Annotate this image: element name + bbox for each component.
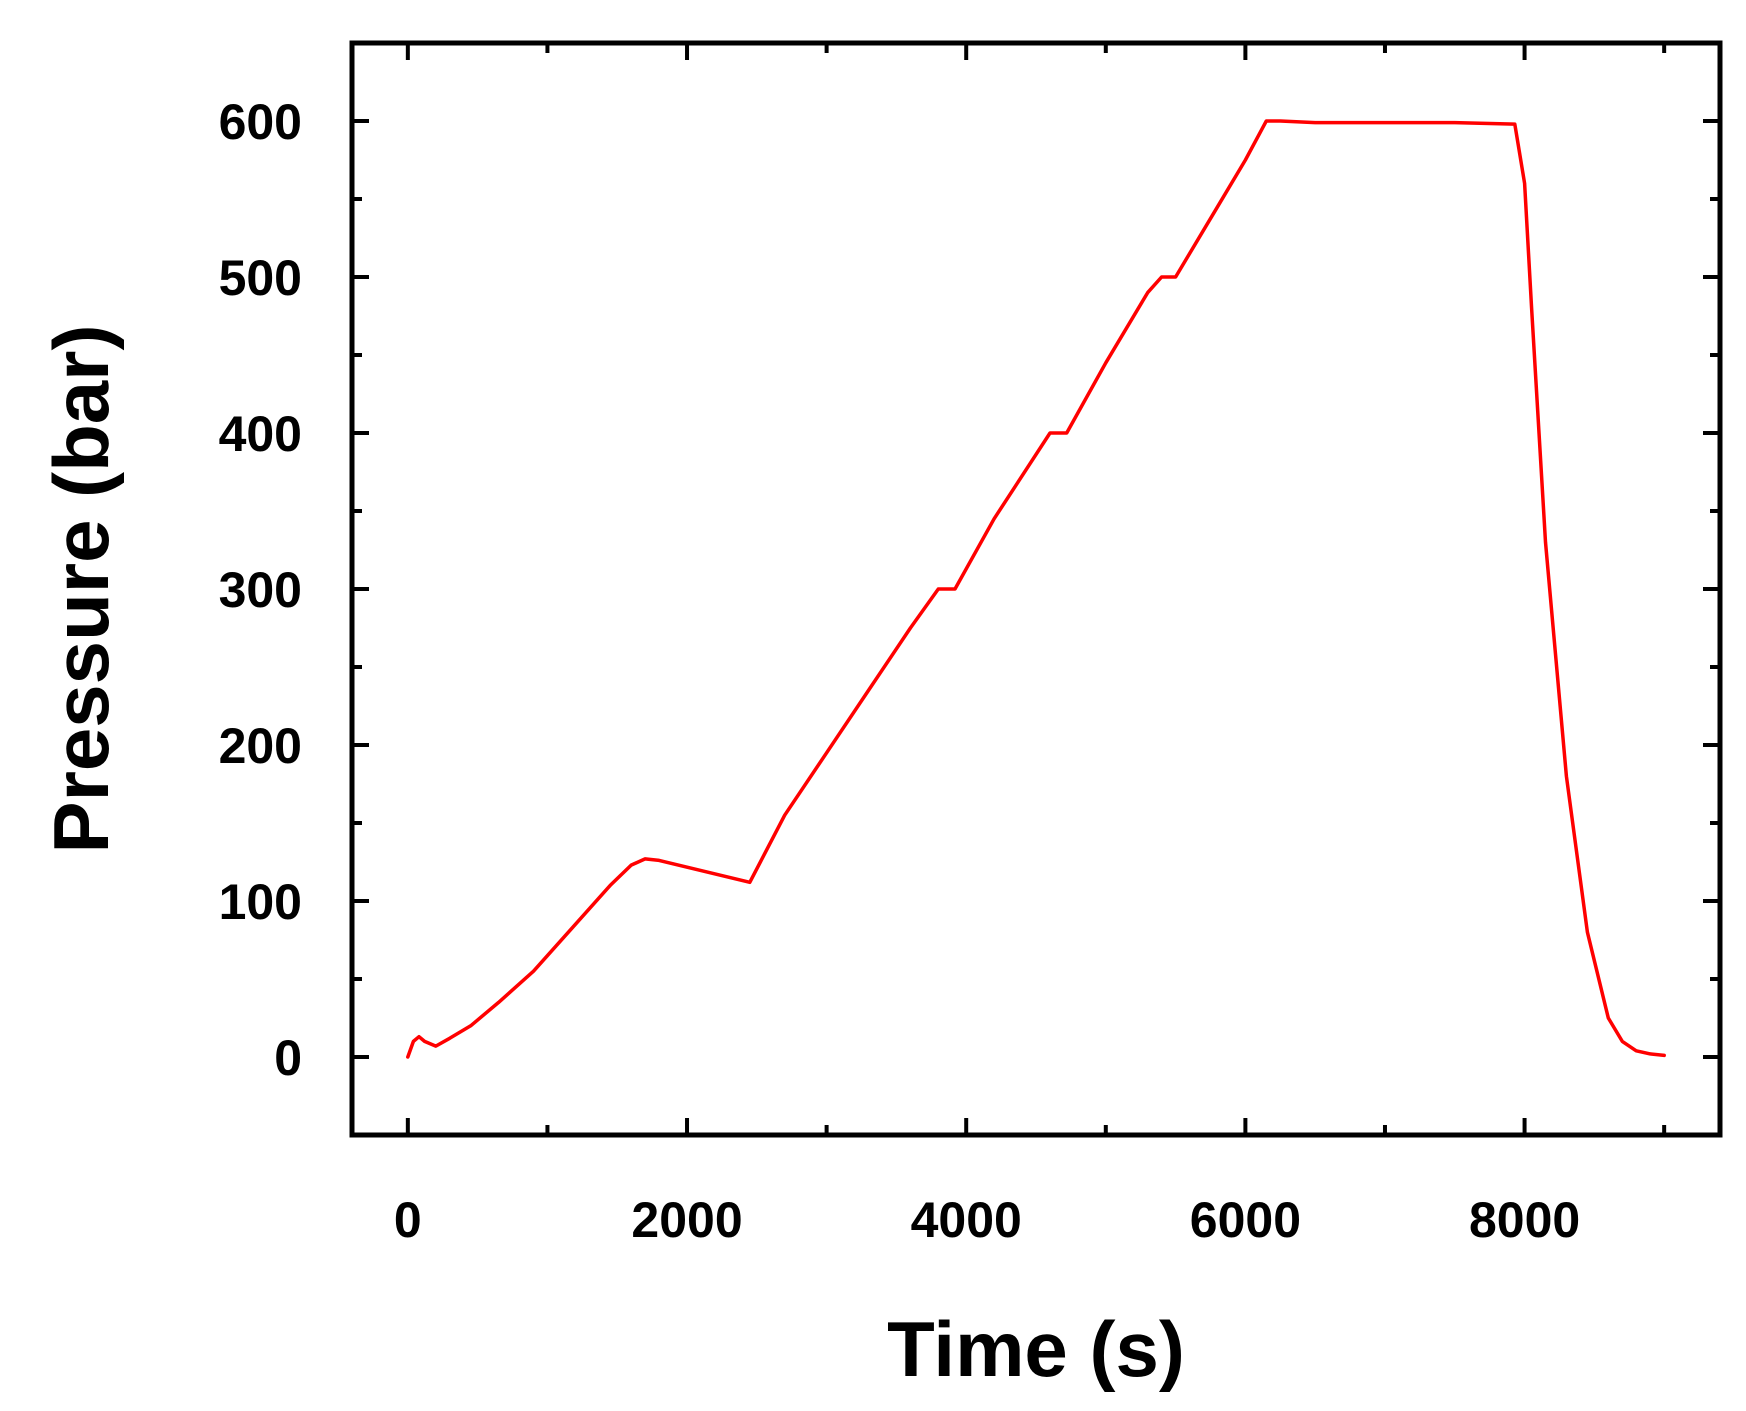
x-tick-label: 0 <box>394 1192 422 1248</box>
y-tick-label: 600 <box>219 94 302 150</box>
x-axis-title: Time (s) <box>887 1305 1185 1393</box>
ticks-layer <box>352 41 1720 1137</box>
y-tick-label: 0 <box>274 1030 302 1086</box>
y-tick-label: 200 <box>219 718 302 774</box>
x-tick-label: 4000 <box>911 1192 1022 1248</box>
series-layer <box>406 119 1666 1059</box>
y-tick-label: 300 <box>219 562 302 618</box>
plot-frame <box>349 40 1723 1138</box>
y-tick-label: 500 <box>219 250 302 306</box>
tick-labels-layer: 0 2000 4000 6000 8000 0 100 200 300 400 500 600 <box>219 94 1581 1248</box>
plot-area <box>349 40 1723 1138</box>
x-tick-label: 8000 <box>1469 1192 1580 1248</box>
x-tick-label: 2000 <box>631 1192 742 1248</box>
series-line-pressure <box>406 119 1666 1059</box>
x-tick-label: 6000 <box>1190 1192 1301 1248</box>
y-axis-title: Pressure (bar) <box>37 325 125 854</box>
y-tick-label: 100 <box>219 874 302 930</box>
y-tick-label: 400 <box>219 406 302 462</box>
